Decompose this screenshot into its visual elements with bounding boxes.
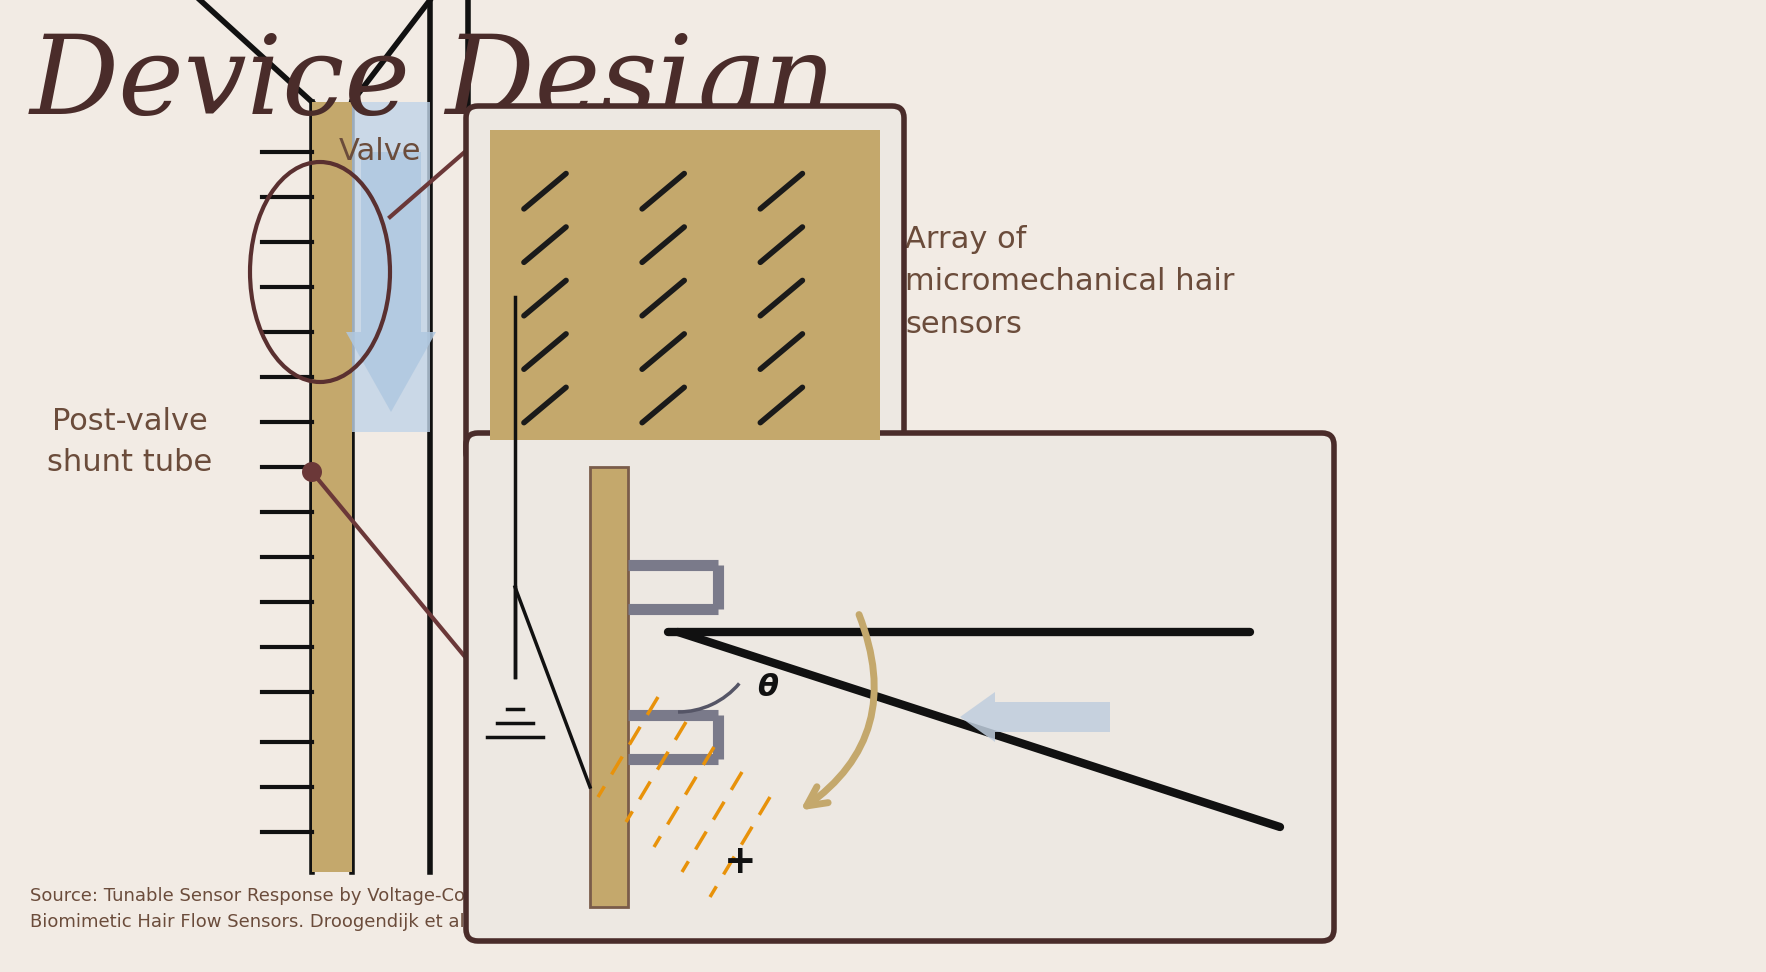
Text: $\boldsymbol{\theta}$: $\boldsymbol{\theta}$ [758,673,779,702]
Text: Array of
micromechanical hair
sensors: Array of micromechanical hair sensors [904,225,1234,339]
Text: +: + [724,843,756,881]
Text: Individual hair sensor: Individual hair sensor [858,487,1187,516]
FancyBboxPatch shape [466,106,904,464]
Bar [489,130,879,440]
FancyArrow shape [961,692,1111,742]
FancyArrow shape [346,152,436,412]
Text: Device Design: Device Design [30,32,837,140]
Text: CSF Flow: CSF Flow [480,575,652,608]
Text: Valve: Valve [339,137,422,166]
Bar [313,102,351,872]
FancyBboxPatch shape [466,433,1333,941]
Circle shape [302,462,321,482]
Bar [351,102,429,432]
Text: Post-valve
shunt tube: Post-valve shunt tube [48,407,212,476]
Bar [590,467,629,907]
FancyArrowPatch shape [807,614,874,806]
Text: Capacitor compression: Capacitor compression [759,875,1109,904]
Text: Source: Tunable Sensor Response by Voltage-Control in
Biomimetic Hair Flow Senso: Source: Tunable Sensor Response by Volta… [30,887,528,931]
